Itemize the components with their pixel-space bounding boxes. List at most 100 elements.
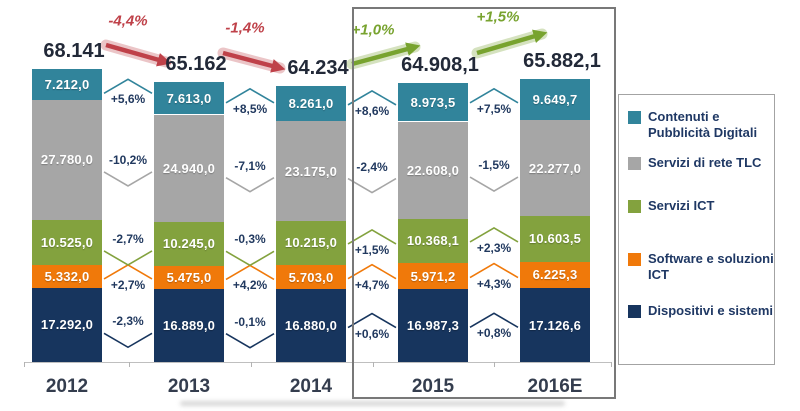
shadow-decoration — [180, 401, 565, 406]
total-change-label: +1,0% — [351, 21, 395, 39]
trend-down-arrow-icon — [222, 50, 286, 73]
year-label-2013: 2013 — [167, 376, 211, 397]
bar-segment-software-e-soluzioni-ict-2013: 5.475,0 — [154, 265, 224, 290]
forecast-highlight-box — [352, 7, 616, 399]
bar-segment-contenuti-e-pubblicit-digitali-2012: 7.212,0 — [32, 69, 102, 100]
chevron-down-icon — [225, 333, 275, 349]
axis-tick — [24, 362, 25, 367]
legend-item-dispositivi-e-sistemi: Dispositivi e sistemi — [628, 303, 774, 319]
pct-change-label-servizi-di-rete-tlc: -1,5% — [478, 158, 510, 173]
legend-label: Dispositivi e sistemi — [648, 303, 773, 318]
bar-segment-servizi-di-rete-tlc-2016e: 22.277,0 — [520, 120, 590, 216]
total-change-label: -4,4% — [108, 12, 148, 30]
arrow-glow — [100, 39, 172, 68]
pct-change-label-dispositivi-e-sistemi: -2,3% — [112, 314, 144, 329]
pct-change-label-servizi-ict: -2,7% — [112, 231, 144, 246]
bar-segment-software-e-soluzioni-ict-2015: 5.971,2 — [398, 263, 468, 289]
legend-swatch-icon — [628, 111, 641, 124]
year-label-2014: 2014 — [289, 376, 333, 397]
legend-swatch-icon — [628, 200, 641, 213]
total-change-label: +1,5% — [476, 8, 520, 26]
segment-value-label: 16.880,0 — [284, 318, 338, 334]
year-label-2012: 2012 — [45, 376, 89, 397]
bar-segment-contenuti-e-pubblicit-digitali-2014: 8.261,0 — [276, 85, 346, 122]
segment-value-label: 5.475,0 — [166, 270, 212, 286]
total-label-2014: 64.234 — [287, 56, 349, 79]
total-label-2013: 65.162 — [165, 52, 227, 75]
trend-down-arrow-icon — [105, 42, 172, 67]
legend: Contenuti e Pubblicità Digitali Servizi d… — [618, 94, 775, 365]
chevron-down-icon — [103, 250, 153, 266]
legend-item-servizi-ict: Servizi ICT — [628, 198, 774, 214]
legend-swatch-icon — [628, 253, 641, 266]
bar-segment-servizi-di-rete-tlc-2013: 24.940,0 — [154, 114, 224, 222]
arrow-glow — [217, 47, 286, 74]
bar-segment-contenuti-e-pubblicit-digitali-2015: 8.973,5 — [398, 82, 468, 122]
legend-label: Contenuti e Pubblicità Digitali — [648, 109, 758, 141]
chevron-up-icon — [225, 87, 275, 104]
bar-segment-servizi-di-rete-tlc-2015: 22.608,0 — [398, 121, 468, 219]
legend-label: Software e soluzioni ICT — [648, 251, 774, 283]
total-label-2015: 64.908,1 — [401, 53, 479, 76]
chevron-up-icon — [103, 263, 153, 280]
bar-segment-servizi-ict-2014: 10.215,0 — [276, 221, 346, 265]
axis-tick — [251, 362, 252, 367]
total-change-label: -1,4% — [225, 19, 265, 37]
bar-segment-servizi-di-rete-tlc-2012: 27.780,0 — [32, 100, 102, 220]
segment-value-label: 7.212,0 — [44, 77, 90, 92]
pct-change-label-servizi-ict: -0,3% — [234, 232, 266, 247]
bar-segment-dispositivi-e-sistemi-2015: 16.987,3 — [398, 289, 468, 362]
chevron-down-icon — [225, 176, 275, 193]
segment-value-label: 6.225,3 — [532, 267, 578, 283]
pct-change-label-dispositivi-e-sistemi: +0,6% — [354, 326, 390, 341]
bar-segment-servizi-ict-2015: 10.368,1 — [398, 218, 468, 264]
bar-segment-software-e-soluzioni-ict-2012: 5.332,0 — [32, 264, 102, 288]
total-label-2016e: 65.882,1 — [523, 49, 601, 72]
segment-value-label: 7.613,0 — [166, 90, 212, 106]
pct-change-label-servizi-di-rete-tlc: -7,1% — [234, 158, 266, 173]
pct-change-label-servizi-di-rete-tlc: -10,2% — [108, 152, 148, 167]
legend-item-contenuti-e-pubblicit-digitali: Contenuti e Pubblicità Digitali — [628, 109, 774, 142]
pct-change-label-contenuti-e-pubblicit-digitali: +5,6% — [110, 92, 146, 107]
pct-change-label-software-e-soluzioni-ict: +4,3% — [476, 276, 512, 291]
bar-segment-dispositivi-e-sistemi-2014: 16.880,0 — [276, 289, 346, 362]
pct-change-label-servizi-di-rete-tlc: -2,4% — [356, 159, 388, 174]
bar-segment-dispositivi-e-sistemi-2013: 16.889,0 — [154, 289, 224, 362]
bar-segment-servizi-ict-2012: 10.525,0 — [32, 219, 102, 265]
bar-segment-contenuti-e-pubblicit-digitali-2016e: 9.649,7 — [520, 78, 590, 121]
bar-segment-contenuti-e-pubblicit-digitali-2013: 7.613,0 — [154, 81, 224, 115]
bar-segment-servizi-di-rete-tlc-2014: 23.175,0 — [276, 121, 346, 221]
pct-change-label-contenuti-e-pubblicit-digitali: +8,5% — [232, 101, 268, 116]
year-label-2015: 2015 — [411, 376, 455, 397]
total-label-2012: 68.141 — [43, 40, 105, 62]
segment-value-label: 9.649,7 — [532, 91, 578, 107]
x-axis-line — [24, 362, 611, 363]
bar-segment-servizi-ict-2013: 10.245,0 — [154, 221, 224, 266]
segment-value-label: 10.368,1 — [406, 233, 460, 249]
chevron-down-icon — [103, 171, 153, 187]
chevron-up-icon — [103, 78, 153, 95]
segment-value-label: 27.780,0 — [40, 152, 94, 168]
segment-value-label: 10.245,0 — [162, 236, 216, 252]
segment-value-label: 8.261,0 — [288, 96, 334, 112]
segment-value-label: 5.971,2 — [410, 268, 456, 284]
pct-change-label-dispositivi-e-sistemi: -0,1% — [234, 314, 266, 329]
axis-tick — [494, 362, 495, 367]
legend-label: Servizi di rete TLC — [648, 155, 762, 170]
chevron-down-icon — [225, 250, 275, 267]
pct-change-label-servizi-ict: +2,3% — [476, 240, 512, 255]
axis-tick — [129, 362, 130, 367]
segment-value-label: 23.175,0 — [284, 163, 338, 179]
segment-value-label: 8.973,5 — [410, 94, 456, 110]
segment-value-label: 17.292,0 — [40, 317, 94, 333]
pct-change-label-software-e-soluzioni-ict: +4,7% — [354, 277, 390, 292]
legend-item-software-e-soluzioni-ict: Software e soluzioni ICT — [628, 251, 774, 284]
legend-label: Servizi ICT — [648, 198, 715, 213]
pct-change-label-contenuti-e-pubblicit-digitali: +8,6% — [354, 103, 390, 118]
bar-segment-dispositivi-e-sistemi-2016e: 17.126,6 — [520, 288, 590, 362]
segment-value-label: 16.987,3 — [406, 318, 460, 333]
segment-value-label: 24.940,0 — [162, 160, 216, 176]
segment-value-label: 5.332,0 — [44, 268, 90, 284]
pct-change-label-contenuti-e-pubblicit-digitali: +7,5% — [476, 101, 512, 116]
